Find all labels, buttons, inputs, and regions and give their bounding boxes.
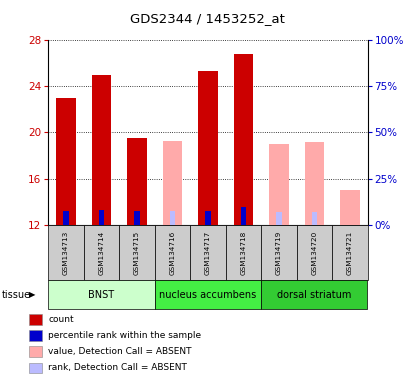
Text: GSM134719: GSM134719 <box>276 230 282 275</box>
Text: GSM134717: GSM134717 <box>205 230 211 275</box>
Text: GSM134714: GSM134714 <box>99 230 105 275</box>
Bar <box>99 210 104 225</box>
Bar <box>261 225 297 280</box>
Bar <box>261 280 368 309</box>
Bar <box>163 141 182 225</box>
Bar <box>234 54 253 225</box>
Bar <box>155 280 261 309</box>
Bar <box>92 75 111 225</box>
Text: nucleus accumbens: nucleus accumbens <box>159 290 257 300</box>
Bar <box>332 225 368 280</box>
Bar <box>304 142 324 225</box>
Bar <box>127 138 147 225</box>
Text: ▶: ▶ <box>29 290 35 299</box>
Text: GSM134713: GSM134713 <box>63 230 69 275</box>
Bar <box>205 211 211 225</box>
Bar <box>226 225 261 280</box>
Bar <box>155 225 190 280</box>
Text: GSM134721: GSM134721 <box>347 230 353 275</box>
Text: tissue: tissue <box>2 290 31 300</box>
Bar <box>119 225 155 280</box>
Text: GSM134718: GSM134718 <box>240 230 247 275</box>
Bar <box>269 144 289 225</box>
Text: dorsal striatum: dorsal striatum <box>277 290 352 300</box>
Bar <box>84 225 119 280</box>
Bar <box>198 71 218 225</box>
Bar <box>170 211 175 225</box>
Bar <box>312 212 317 225</box>
Text: BNST: BNST <box>89 290 115 300</box>
Text: GDS2344 / 1453252_at: GDS2344 / 1453252_at <box>131 12 285 25</box>
Bar <box>276 212 281 225</box>
Text: rank, Detection Call = ABSENT: rank, Detection Call = ABSENT <box>48 363 187 372</box>
Bar <box>297 225 332 280</box>
Bar <box>241 207 246 225</box>
Bar <box>340 190 360 225</box>
Bar <box>48 280 155 309</box>
Bar <box>48 225 84 280</box>
Text: GSM134716: GSM134716 <box>169 230 176 275</box>
Bar <box>56 98 76 225</box>
Bar <box>190 225 226 280</box>
Bar <box>134 211 140 225</box>
Text: GSM134720: GSM134720 <box>311 230 317 275</box>
Text: count: count <box>48 315 74 324</box>
Text: GSM134715: GSM134715 <box>134 230 140 275</box>
Text: percentile rank within the sample: percentile rank within the sample <box>48 331 202 340</box>
Text: value, Detection Call = ABSENT: value, Detection Call = ABSENT <box>48 347 192 356</box>
Bar <box>63 211 69 225</box>
